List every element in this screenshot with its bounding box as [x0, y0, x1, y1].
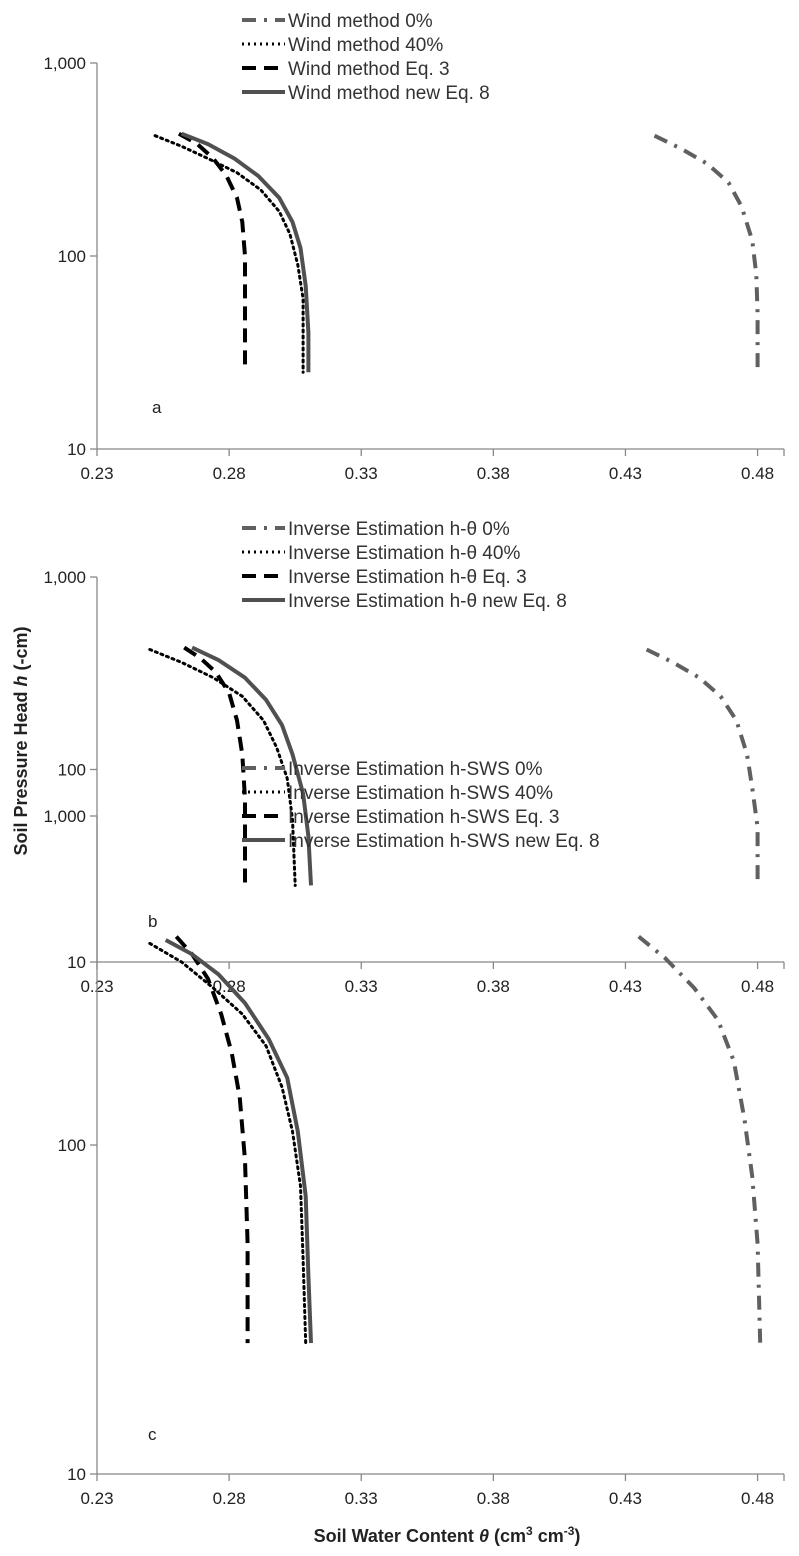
series-line-dashed	[177, 131, 247, 373]
series-line-solid	[191, 645, 313, 886]
x-tick-label: 0.33	[345, 1489, 378, 1508]
x-tick-label: 0.23	[80, 1489, 113, 1508]
legend-label: Inverse Estimation h-θ new Eq. 8	[288, 591, 567, 612]
y-tick-label: 100	[58, 1136, 86, 1155]
x-tick-label: 0.43	[609, 464, 642, 483]
legend-label: Inverse Estimation h-θ Eq. 3	[288, 567, 527, 588]
x-tick-label: 0.23	[80, 464, 113, 483]
legend-label: Inverse Estimation h-SWS 0%	[288, 759, 543, 780]
legend-label: Wind method Eq. 3	[288, 59, 450, 80]
x-tick-label: 0.43	[609, 1489, 642, 1508]
series-line-dotted	[148, 941, 308, 1345]
x-tick-label: 0.48	[741, 1489, 774, 1508]
legend-label: Inverse Estimation h-θ 40%	[288, 543, 520, 564]
legend-label: Inverse Estimation h-SWS Eq. 3	[288, 807, 559, 828]
series-line-dashed	[183, 645, 247, 886]
x-tick-label: 0.38	[477, 1489, 510, 1508]
x-tick-label: 0.38	[477, 977, 510, 996]
series-line-dashed	[174, 935, 250, 1344]
x-tick-label: 0.48	[741, 464, 774, 483]
x-tick-label: 0.28	[213, 464, 246, 483]
legend-label: Wind method new Eq. 8	[288, 83, 490, 104]
legend-label: Inverse Estimation h-SWS new Eq. 8	[288, 831, 600, 852]
y-tick-label: 10	[67, 953, 86, 972]
x-tick-label: 0.38	[477, 464, 510, 483]
legend: Wind method 0% Wind method 40% Wind method…	[242, 11, 490, 104]
series-line-solid	[180, 131, 311, 373]
y-tick-label: 1,000	[43, 568, 86, 587]
y-tick-label: 100	[58, 247, 86, 266]
series-line-dashdot	[653, 133, 760, 373]
y-tick-label: 10	[67, 440, 86, 459]
x-tick-label: 0.33	[345, 977, 378, 996]
legend-label: Wind method 40%	[288, 35, 443, 56]
panel-label: a	[152, 398, 162, 417]
x-tick-label: 0.28	[213, 1489, 246, 1508]
series-line-dashdot	[645, 647, 760, 886]
y-tick-label: 10	[67, 1465, 86, 1484]
chart-panel-a: 10 100 1,000 0.23 0.28 0.33 0.38 0.43 0.48 Wind m…	[43, 11, 785, 483]
series-line-dotted	[153, 134, 305, 374]
y-axis-title: Soil Pressure Head h (-cm)	[11, 626, 31, 855]
panel-label: b	[148, 912, 157, 931]
x-tick-label: 0.48	[741, 977, 774, 996]
series-line-dashdot	[637, 935, 763, 1344]
legend: Inverse Estimation h-θ 0% Inverse Estimat…	[242, 519, 567, 612]
y-tick-label: 100	[58, 761, 86, 780]
y-tick-label: 1,000	[43, 807, 86, 826]
y-tick-label: 1,000	[43, 54, 86, 73]
chart-panel-c: 10 100 1,000 0.23 0.28 0.33 0.38 0.43 0.48 Invers…	[43, 759, 785, 1508]
legend: Inverse Estimation h-SWS 0% Inverse Estim…	[242, 759, 600, 852]
series-line-solid	[164, 938, 313, 1344]
x-axis-title: Soil Water Content θ (cm3 cm-3)	[314, 1524, 581, 1546]
panel-label: c	[148, 1425, 157, 1444]
legend-label: Inverse Estimation h-SWS 40%	[288, 783, 553, 804]
x-tick-label: 0.43	[609, 977, 642, 996]
legend-label: Inverse Estimation h-θ 0%	[288, 519, 510, 540]
x-tick-label: 0.33	[345, 464, 378, 483]
legend-label: Wind method 0%	[288, 11, 433, 32]
